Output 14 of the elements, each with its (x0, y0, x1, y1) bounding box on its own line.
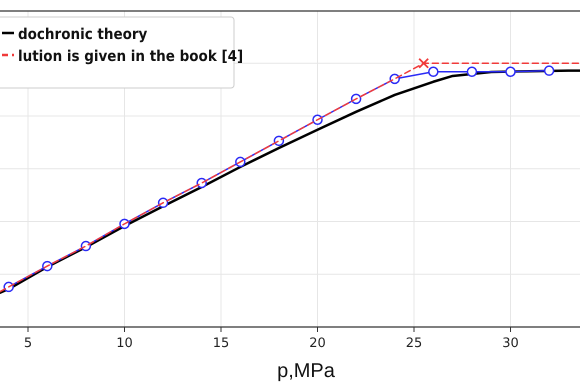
x-axis-title: p,MPa (277, 360, 336, 382)
legend-label: dochronic theory (18, 25, 148, 43)
point (418, 58, 430, 69)
x-tick-label: 20 (309, 336, 326, 351)
point (544, 65, 554, 76)
x-tick-label: 30 (502, 336, 519, 351)
point (428, 66, 439, 77)
x-tick-label: 10 (116, 336, 133, 351)
point (466, 66, 478, 77)
x-tick-label: 25 (406, 336, 422, 351)
point (505, 66, 516, 77)
x-tick-label: 15 (212, 336, 230, 351)
x-tick-label: 5 (24, 336, 32, 351)
legend-label: lution is given in the book [4] (18, 47, 244, 65)
